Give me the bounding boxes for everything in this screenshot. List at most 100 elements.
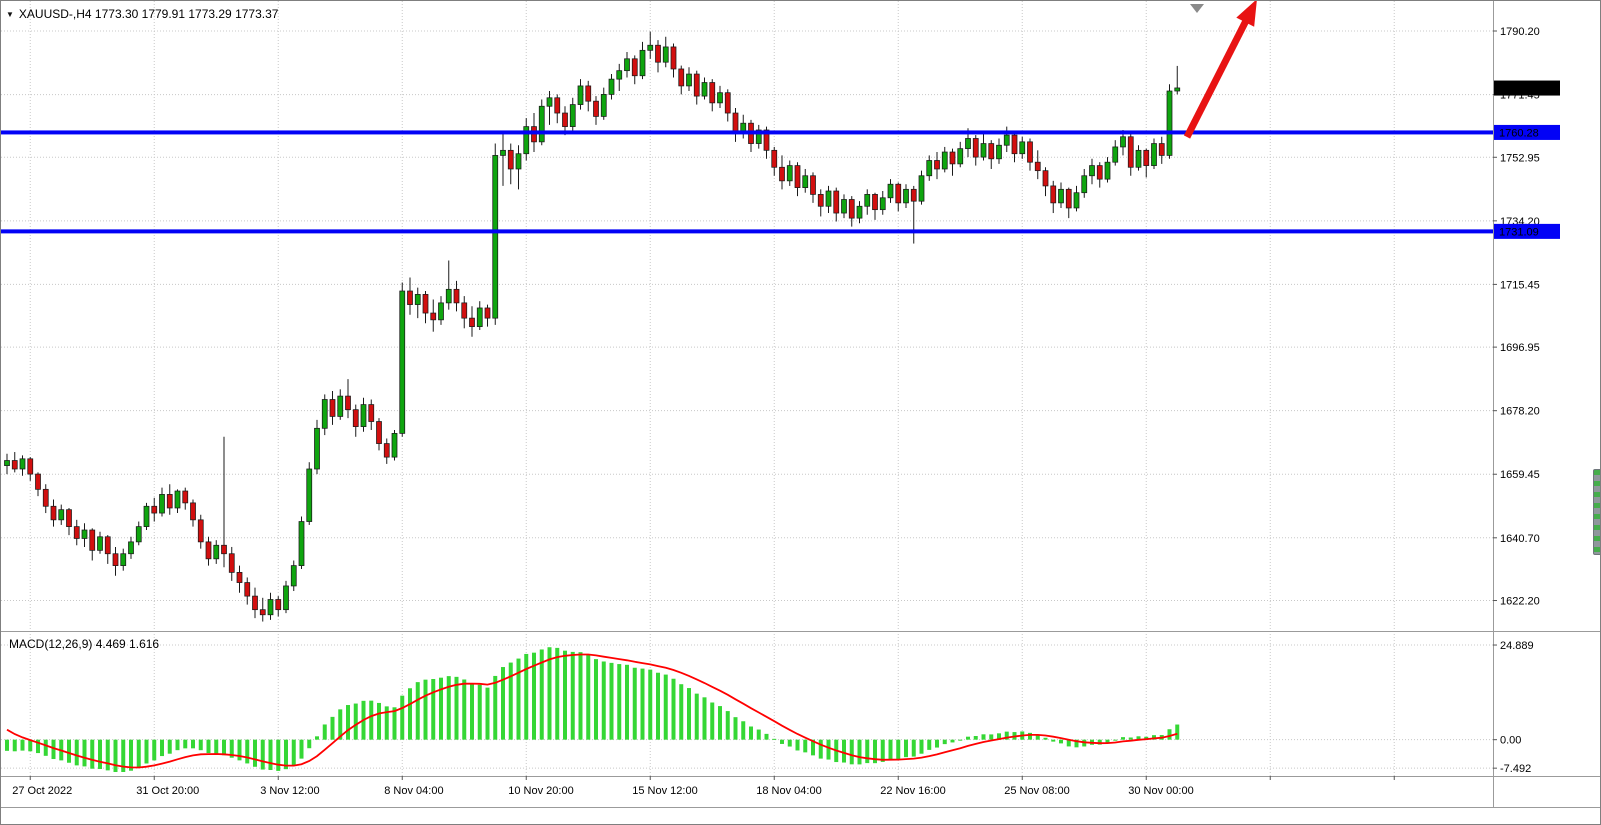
macd-bar [935,739,939,748]
macd-bar [966,736,970,740]
chart-dropdown-icon[interactable]: ▼ [6,9,14,19]
candle [213,540,220,564]
macd-bar [586,654,591,740]
price-tick-label: 1752.95 [1500,152,1540,164]
price-tick-label: 1678.20 [1500,406,1540,418]
macd-bar [322,724,327,740]
candle [97,531,103,554]
candle [283,580,289,614]
macd-bar [175,739,180,751]
candle [484,304,491,327]
trend-arrow[interactable] [1183,1,1257,139]
macd-bar [671,678,676,740]
candle [593,96,599,125]
macd-bar [997,733,1001,740]
hline-1731.09[interactable] [1,229,1493,234]
macd-bar [276,739,281,771]
candle [624,52,630,78]
macd-bar [1028,732,1032,740]
candle [717,85,723,108]
drawing-objects[interactable] [1183,1,1257,139]
candle [972,135,979,166]
macd-bar [82,739,87,767]
candle [1042,167,1049,197]
macd-bar [857,739,862,765]
macd-bar [369,700,374,740]
macd-bar [121,739,126,772]
price-tick-label: 1715.45 [1500,279,1540,291]
time-axis[interactable]: 27 Oct 2022 31 Oct 20:00 3 Nov 12:00 8 Nov … [12,776,1395,797]
candle [980,133,987,161]
macd-bar [741,721,746,740]
macd-bar [74,739,79,766]
macd-bar [989,734,994,740]
candle [996,138,1002,164]
candle [407,277,413,315]
candle [1158,136,1165,164]
macd-bar [446,676,451,740]
candle [647,31,654,59]
candle [1166,84,1173,159]
macd-bar [431,679,436,740]
candle [841,194,847,219]
candle [864,189,871,215]
macd-bar [694,693,699,740]
macd-bar [493,675,498,740]
candle [492,143,499,325]
candle [422,291,429,324]
price-tick-label: 1659.45 [1500,469,1540,481]
candle [802,168,809,193]
macd-bar [911,739,916,757]
candle [1104,157,1111,183]
candle [290,560,297,592]
macd-axis[interactable]: 24.889 0.00 -7.492 [1493,640,1534,775]
time-tick-label: 22 Nov 16:00 [880,785,945,797]
macd-bar [152,739,157,761]
candle [1096,162,1103,188]
macd-bar [733,717,738,740]
candle [391,430,398,461]
candle [337,389,344,420]
macd-bar [555,647,560,740]
macd-bar [338,709,343,740]
candle [523,118,530,161]
candle [58,504,65,525]
candle [352,404,359,437]
candle [228,546,235,581]
macd-bar [563,650,567,740]
macd-bar [702,697,707,740]
vertical-scrollbar-thumb[interactable] [1593,469,1600,555]
macd-bar [679,684,684,740]
macd-bar [1066,739,1071,747]
macd-bar [501,667,505,740]
candle [11,452,18,473]
candle [569,97,576,132]
price-axis[interactable]: 1790.201771.451752.951734.201715.451696.… [1493,26,1560,608]
macd-bar [617,664,622,740]
macd-bar [803,739,808,753]
candle [360,397,367,432]
candle [794,162,801,197]
svg-text:1773.37: 1773.37 [1499,83,1539,95]
candle [507,143,514,185]
macd-bar [826,739,831,760]
candle [895,182,902,212]
candle [35,472,41,497]
macd-bar [113,739,118,772]
horizontal-line-objects[interactable] [1,130,1493,234]
current-price-badge: 1773.37 [1494,80,1560,96]
symbol-ohlc-label: ▼ XAUUSD-,H4 1773.30 1779.91 1773.29 177… [6,7,278,21]
macd-bar [919,739,924,754]
candle [709,79,716,112]
candle [538,99,545,146]
macd-bar [865,739,870,764]
candle [197,514,204,549]
hline-1760.28[interactable] [1,130,1493,135]
time-tick-label: 31 Oct 20:00 [136,785,199,797]
macd-bar [160,739,164,757]
macd-bar [392,707,397,740]
macd-bar [772,738,777,740]
candle [438,296,444,325]
